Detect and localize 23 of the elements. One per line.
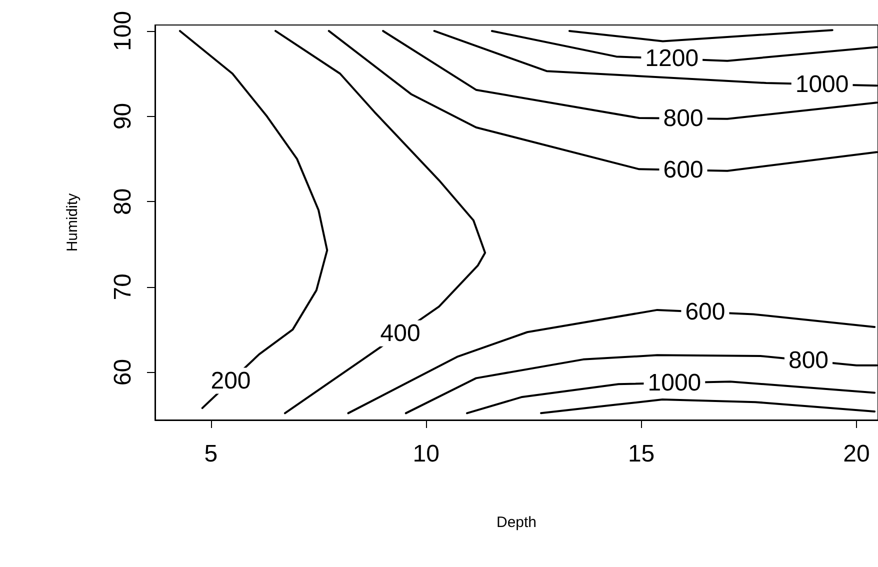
x-tick-label: 10 — [412, 440, 440, 468]
y-tick-label: 100 — [110, 10, 136, 51]
annotation: 1000 — [795, 70, 849, 98]
annotation: 600 — [685, 298, 726, 326]
y-tick-label: 60 — [110, 358, 136, 386]
y-tick-label: 70 — [110, 274, 136, 300]
x-axis-title: Depth — [496, 514, 537, 531]
annotation: 600 — [663, 156, 704, 184]
x-tick-label: 20 — [843, 440, 870, 468]
annotation: 800 — [788, 347, 829, 374]
annotation: 1200 — [645, 45, 699, 72]
y-tick-label: 90 — [110, 102, 136, 130]
line-series — [274, 30, 486, 414]
y-tick-label: 80 — [110, 188, 136, 215]
annotation: 800 — [663, 104, 704, 132]
x-tick-label: 5 — [204, 440, 218, 468]
annotation: 200 — [210, 367, 251, 394]
x-tick-label: 15 — [628, 440, 655, 468]
line-series — [178, 30, 328, 410]
annotation: 1000 — [648, 369, 702, 396]
annotation: 400 — [380, 320, 420, 347]
line-series — [540, 398, 876, 414]
y-axis-title: Humidity — [64, 192, 81, 252]
